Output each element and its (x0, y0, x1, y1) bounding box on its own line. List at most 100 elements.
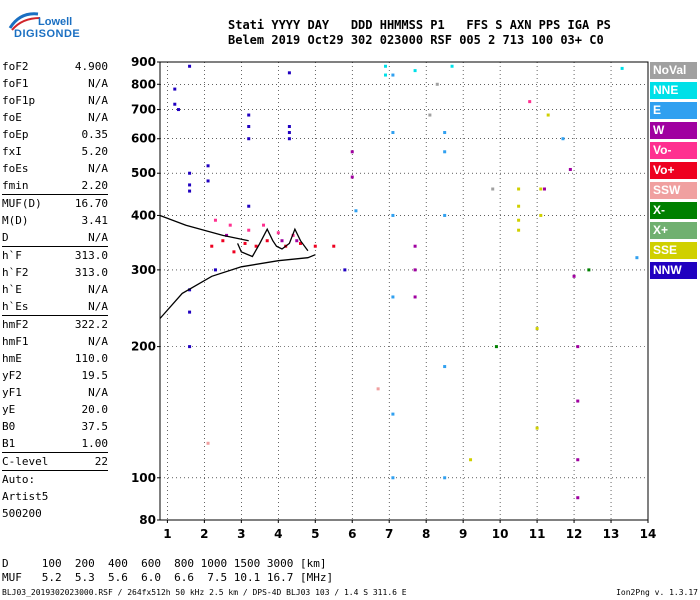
echo-point (376, 387, 380, 391)
param-key: h`Es (2, 300, 29, 313)
param-key: h`F2 (2, 266, 29, 279)
echo-point (587, 268, 591, 272)
param-value: N/A (88, 283, 108, 296)
digisonde-logo: Lowell DIGISONDE (8, 8, 80, 48)
y-tick-label: 80 (139, 513, 156, 527)
param-row: yF1 N/A (2, 384, 108, 401)
echo-point (443, 131, 447, 135)
echo-point (280, 239, 284, 243)
param-value: 1.00 (81, 437, 109, 450)
param-key: yF2 (2, 369, 22, 382)
curve-upper (159, 214, 249, 242)
param-key: foE (2, 111, 22, 124)
plot-frame (159, 61, 649, 521)
echo-point (528, 100, 532, 104)
echo-point (413, 69, 417, 73)
echo-point (247, 204, 251, 208)
x-tick-label: 2 (200, 527, 208, 541)
param-value: 4.900 (74, 60, 108, 73)
echo-point (350, 175, 354, 179)
param-row: fxI 5.20 (2, 143, 108, 160)
echo-point (491, 187, 495, 191)
param-key: foEs (2, 162, 29, 175)
param-key: hmF2 (2, 318, 29, 331)
x-tick-label: 10 (492, 527, 509, 541)
param-value: N/A (88, 94, 108, 107)
legend-item-x-: X+ (650, 222, 697, 239)
file-info-footer: BLJ03_2019302023000.RSF / 264fx512h 50 k… (2, 588, 698, 597)
distance-row: D 100 200 400 600 800 1000 1500 3000 [km… (2, 557, 327, 570)
param-row: hmF2 322.2 (2, 316, 108, 333)
echo-point (413, 244, 417, 248)
param-value: 3.41 (81, 214, 109, 227)
param-value: N/A (88, 335, 108, 348)
param-value: 37.5 (81, 420, 109, 433)
echo-point (295, 239, 299, 243)
echo-point (576, 345, 580, 349)
echo-point (173, 102, 177, 106)
echo-point (188, 310, 192, 314)
echo-point (494, 345, 498, 349)
legend-item-vo-: Vo- (650, 142, 697, 159)
header-labels: Stati YYYY DAY DDD HHMMSS P1 FFS S AXN P… (228, 18, 611, 32)
curve-lower (159, 254, 316, 319)
param-row: foF1p N/A (2, 92, 108, 109)
x-tick-label: 11 (529, 527, 546, 541)
logo-text-digisonde: DIGISONDE (14, 28, 81, 40)
y-tick-label: 400 (131, 208, 156, 222)
echo-point (232, 250, 236, 254)
y-tick-label: 600 (131, 132, 156, 146)
header-values: Belem 2019 Oct29 302 023000 RSF 005 2 71… (228, 33, 604, 47)
echo-point (247, 228, 251, 232)
param-row: h`F 313.0 (2, 247, 108, 264)
y-tick-label: 300 (131, 263, 156, 277)
echo-point (443, 365, 447, 369)
echo-point (635, 256, 639, 260)
echo-point (354, 209, 358, 213)
file-info-text: BLJ03_2019302023000.RSF / 264fx512h 50 k… (2, 588, 407, 597)
echo-point (576, 496, 580, 500)
echo-point (384, 73, 388, 77)
curve-trace (237, 227, 309, 258)
y-tick-label: 900 (131, 55, 156, 69)
echo-point (517, 228, 521, 232)
y-tick-label: 800 (131, 77, 156, 91)
echo-point (188, 183, 192, 187)
param-key: h`E (2, 283, 22, 296)
y-tick-label: 500 (131, 166, 156, 180)
direction-legend: NoVal NNE E W Vo- Vo+ SSW X- X+ SSE NNW (650, 62, 697, 282)
x-tick-label: 14 (640, 527, 657, 541)
param-key: B0 (2, 420, 16, 433)
x-tick-label: 1 (163, 527, 171, 541)
legend-item-vo-: Vo+ (650, 162, 697, 179)
echo-point (576, 458, 580, 462)
legend-item-e: E (650, 102, 697, 119)
param-row: B0 37.5 (2, 418, 108, 435)
echo-point (443, 213, 447, 217)
param-row: D N/A (2, 229, 108, 247)
x-tick-label: 7 (385, 527, 393, 541)
y-tick-label: 700 (131, 103, 156, 117)
echo-point (213, 218, 217, 222)
echo-point (254, 244, 258, 248)
param-value: N/A (88, 162, 108, 175)
echo-point (243, 241, 247, 245)
echo-point (435, 82, 439, 86)
logo-swoosh-icon (8, 12, 41, 31)
param-key: foEp (2, 128, 29, 141)
echo-point (210, 244, 214, 248)
param-key: M(D) (2, 214, 29, 227)
param-row: B1 1.00 (2, 435, 108, 453)
echo-point (443, 476, 447, 480)
auto-text-line: Artist5 (2, 490, 49, 503)
echo-point (517, 218, 521, 222)
echo-point (262, 223, 266, 227)
muf-row: MUF 5.2 5.3 5.6 6.0 6.6 7.5 10.1 16.7 [M… (2, 571, 334, 584)
echo-point (535, 327, 539, 331)
param-value: N/A (88, 231, 108, 244)
echo-point (206, 179, 210, 183)
param-value: N/A (88, 111, 108, 124)
param-row: hmF1 N/A (2, 333, 108, 350)
echo-point (287, 71, 291, 75)
